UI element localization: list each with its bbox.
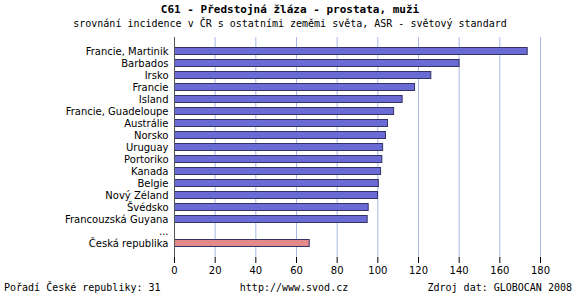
svg-text:100: 100 [368,265,387,276]
svg-text:Austrálie: Austrálie [124,118,168,129]
svg-text:Švédsko: Švédsko [127,201,169,213]
svg-text:Irsko: Irsko [145,70,169,81]
svg-text:Kanada: Kanada [131,166,168,177]
svg-text:Nový Zéland: Nový Zéland [105,190,168,201]
svg-text:Portoriko: Portoriko [124,154,168,165]
svg-text:Island: Island [139,94,169,105]
svg-text:20: 20 [209,265,222,276]
svg-text:Česká republika: Česká republika [89,237,169,249]
svg-text:40: 40 [249,265,262,276]
svg-text:Francie: Francie [132,82,168,93]
svg-text:60: 60 [290,265,303,276]
svg-text:0: 0 [171,265,177,276]
svg-text:180: 180 [531,265,550,276]
html-text:http://www.svod.cz: http://www.svod.cz [239,282,349,293]
html-text:srovnání incidence v ČR s osta: srovnání incidence v ČR s ostatními země… [73,18,507,29]
svg-text:Belgie: Belgie [137,178,168,189]
svg-text:Francouzská Guyana: Francouzská Guyana [65,214,169,225]
html-text:Zdroj dat: GLOBOCAN 2008: Zdroj dat: GLOBOCAN 2008 [427,282,572,293]
html-text:C61 - Předstojná žláza - prost: C61 - Předstojná žláza - prostata, muži [160,3,420,16]
svg-text:120: 120 [409,265,428,276]
svg-text:Norsko: Norsko [134,130,168,141]
svg-text:Uruguay: Uruguay [126,142,169,153]
svg-text:80: 80 [331,265,344,276]
svg-text:160: 160 [490,265,509,276]
svg-text:...: ... [159,226,169,237]
svg-text:Barbados: Barbados [121,58,168,69]
html-text:Pořadí České republiky: 31: Pořadí České republiky: 31 [4,282,161,293]
svg-text:140: 140 [450,265,469,276]
svg-text:Francie, Martinik: Francie, Martinik [86,46,169,57]
svg-text:Francie, Guadeloupe: Francie, Guadeloupe [66,106,169,117]
